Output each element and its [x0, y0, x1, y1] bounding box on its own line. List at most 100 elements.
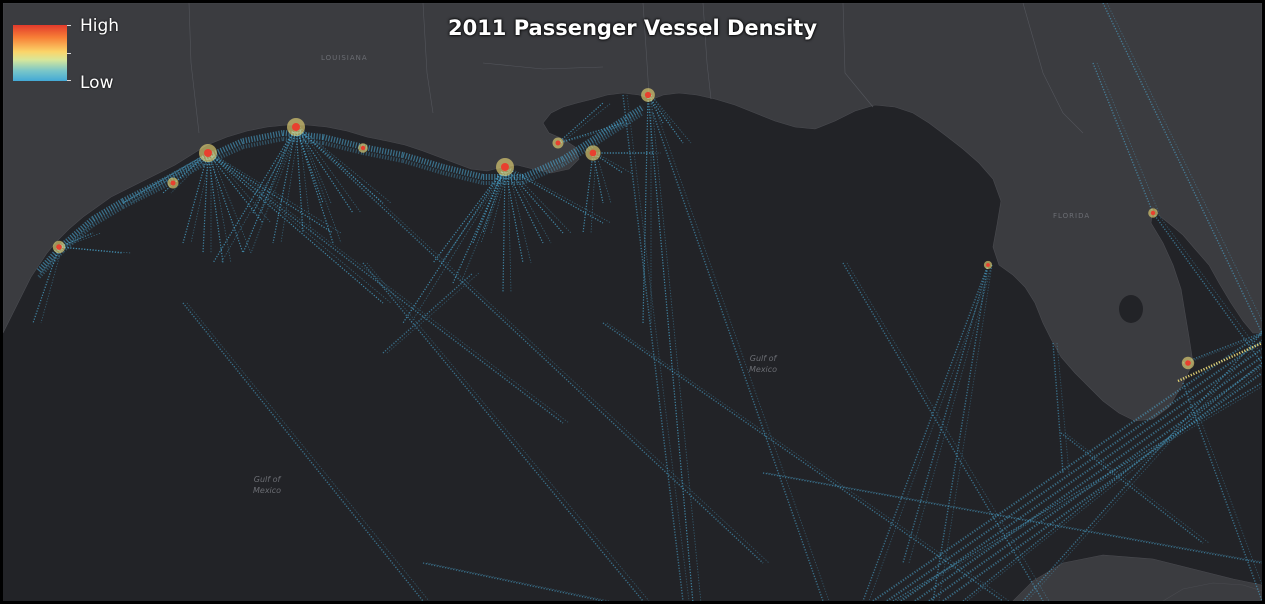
vessel-track — [504, 166, 604, 224]
vessel-track — [504, 166, 524, 264]
density-hotspot-core — [360, 145, 366, 151]
density-hotspot-core — [292, 123, 300, 131]
vessel-track — [622, 94, 684, 601]
vessel-track — [507, 166, 572, 234]
cuba-land — [1162, 582, 1262, 601]
vessel-track — [299, 126, 770, 564]
vessel-track — [561, 137, 605, 167]
vessel-track — [242, 137, 284, 149]
vessel-track — [1052, 342, 1064, 474]
vessel-track — [522, 163, 564, 185]
vessel-track — [37, 249, 65, 279]
vessel-track — [207, 152, 244, 254]
vessel-track — [886, 340, 1262, 601]
vessel-track — [36, 242, 66, 274]
vessel-track — [932, 264, 989, 601]
density-hotspot-core — [204, 149, 212, 157]
vessel-track — [362, 262, 644, 601]
vessel-track — [91, 198, 125, 222]
vessel-track — [442, 171, 484, 185]
density-hotspot-core — [170, 180, 176, 186]
vessel-density-layer — [32, 3, 1262, 601]
vessel-track — [295, 126, 334, 244]
vessel-track — [1102, 3, 1262, 334]
vessel-track — [766, 472, 1262, 563]
vessel-track — [595, 152, 632, 174]
vessel-track — [242, 130, 284, 144]
vessel-track — [432, 166, 506, 264]
vessel-track — [207, 152, 384, 304]
vessel-track — [601, 104, 645, 136]
vessel-track — [762, 472, 1262, 564]
vessel-track — [480, 166, 509, 244]
vessel-track — [1096, 62, 1160, 214]
vessel-track — [606, 322, 1010, 601]
vessel-track — [426, 562, 610, 601]
vessel-track — [295, 126, 304, 234]
vessel-track — [40, 246, 63, 324]
lake-okeechobee — [1119, 295, 1143, 323]
vessel-track — [626, 94, 690, 601]
vessel-track — [91, 205, 125, 227]
vessel-track — [32, 246, 60, 324]
vessel-track — [186, 302, 430, 601]
density-hotspot-core — [644, 91, 652, 99]
vessel-track — [220, 126, 300, 264]
vessel-track — [938, 264, 993, 601]
vessel-track — [295, 126, 384, 204]
legend-high-label: High — [80, 16, 120, 36]
state-boundaries — [188, 3, 1084, 134]
vessel-track — [121, 178, 165, 204]
vessel-track — [442, 164, 484, 180]
vessel-track — [1064, 432, 1210, 544]
vessel-track — [1026, 338, 1262, 601]
vessel-track — [298, 126, 362, 214]
vessel-track — [298, 126, 342, 244]
vessel-track — [1182, 332, 1262, 364]
map-canvas[interactable] — [3, 3, 1262, 601]
vessel-track — [211, 152, 570, 424]
vessel-track — [592, 152, 604, 204]
vessel-track — [460, 166, 509, 284]
legend-tick-low — [67, 80, 71, 81]
vessel-track — [966, 367, 1262, 601]
vessel-track — [482, 166, 506, 234]
vessel-track — [252, 126, 297, 214]
vessel-track — [1182, 382, 1262, 601]
legend-tick-high — [67, 25, 71, 26]
density-hotspot-core — [1185, 360, 1191, 366]
vessel-track — [366, 262, 650, 601]
vessel-track — [61, 232, 102, 248]
density-hotspot-core — [501, 163, 509, 171]
vessel-track — [504, 166, 544, 244]
vessel-track — [402, 166, 506, 324]
vessel-track — [557, 122, 624, 144]
vessel-track — [862, 264, 989, 601]
vessel-track — [161, 156, 205, 184]
vessel-track — [201, 138, 245, 162]
vessel-track — [561, 130, 605, 162]
vessel-track — [650, 94, 702, 601]
vessel-track — [650, 94, 692, 144]
vessel-track — [61, 223, 95, 253]
vessel-track — [61, 246, 132, 254]
vessel-track — [872, 332, 1262, 601]
vessel-track — [652, 112, 824, 601]
vessel-track — [507, 166, 552, 244]
vessel-track — [130, 152, 212, 204]
vessel-track — [868, 264, 993, 601]
vessel-track — [900, 348, 1262, 601]
vessel-track — [272, 126, 297, 244]
vessel-track — [914, 356, 1262, 601]
vessel-track — [322, 134, 364, 150]
vessel-track — [846, 262, 1050, 601]
vessel-track — [250, 126, 300, 254]
vessel-track — [1156, 212, 1262, 356]
density-hotspot-core — [555, 140, 561, 146]
vessel-track — [298, 126, 312, 234]
vessel-track — [560, 102, 612, 144]
legend-color-ramp — [13, 25, 67, 81]
vessel-track — [908, 264, 993, 564]
vessel-track — [595, 152, 612, 204]
